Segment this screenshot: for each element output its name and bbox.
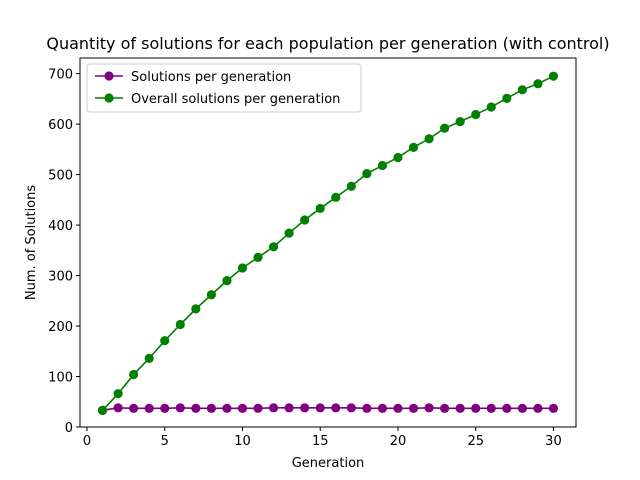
y-tick-label: 300 [48,270,73,285]
data-point [362,403,372,413]
series-line-0 [102,407,554,412]
y-tick-label: 200 [48,320,73,335]
y-tick-label: 100 [48,371,73,386]
data-point [424,403,434,413]
data-point [129,369,139,380]
data-point [486,403,496,413]
y-tick-label: 0 [65,421,73,436]
data-point [237,263,248,273]
data-point [315,403,325,413]
data-point [533,403,543,413]
data-point [517,403,527,413]
data-point [502,93,512,103]
data-point [440,403,450,413]
legend-marker [104,71,114,81]
data-point [284,228,294,238]
data-point [268,242,279,252]
data-point [284,403,294,413]
x-tick-label: 0 [83,434,91,449]
data-point [548,71,559,81]
legend-box [86,63,362,113]
data-point [237,403,248,413]
x-axis-title: Generation [292,456,365,471]
data-point [362,168,372,179]
x-tick-label: 10 [234,434,251,449]
series-line-1 [101,75,554,411]
y-tick-label: 700 [48,68,73,83]
data-point [300,215,310,225]
data-point [455,117,465,127]
x-tick-label: 20 [390,434,407,449]
data-point [548,403,559,413]
x-tick-label: 15 [312,434,329,449]
y-tick-label: 600 [48,118,73,133]
data-point [97,405,108,415]
data-point [300,403,310,413]
data-point [331,403,341,413]
data-point [113,403,123,413]
y-tick-label: 400 [48,219,73,234]
data-point [175,319,185,330]
legend-label: Solutions per generation [131,70,291,85]
legend-marker [104,93,114,103]
data-point [408,142,419,152]
legend: Solutions per generation Overall solution… [86,63,362,113]
data-point [144,353,154,363]
x-tick-label: 5 [161,434,169,449]
y-axis-title: Num. of Solutions [24,185,39,301]
data-point [455,403,465,413]
data-point [206,290,216,300]
data-point [393,403,403,413]
x-tick-label: 30 [545,434,562,449]
data-point [191,403,201,413]
data-point [377,403,388,413]
data-point [393,152,403,163]
data-point [471,403,481,413]
data-point [331,192,341,202]
y-tick-label: 500 [48,169,73,184]
chart-title: Quantity of solutions for each populatio… [46,34,609,53]
data-point [377,160,388,171]
data-point [346,403,356,413]
data-point [315,203,325,214]
data-point [486,102,496,112]
data-point [408,403,419,413]
data-point [533,79,543,89]
data-point [502,403,512,413]
data-point [268,403,279,413]
data-point [253,252,263,262]
data-point [424,134,434,144]
data-point [160,336,170,346]
data-point [222,276,232,286]
data-point [517,85,527,95]
legend-label: Overall solutions per generation [131,92,340,107]
data-point [253,403,263,413]
data-point [346,181,356,191]
data-point [440,123,450,133]
data-point [129,403,139,413]
data-point [160,403,170,413]
data-point [471,109,481,120]
data-point [222,403,232,413]
data-point [113,389,123,399]
data-point [175,403,185,413]
data-point [191,304,201,314]
plot-area [97,71,559,415]
plot-frame [79,57,577,428]
data-point [206,403,216,413]
data-point [144,403,154,413]
x-tick-label: 25 [467,434,484,449]
